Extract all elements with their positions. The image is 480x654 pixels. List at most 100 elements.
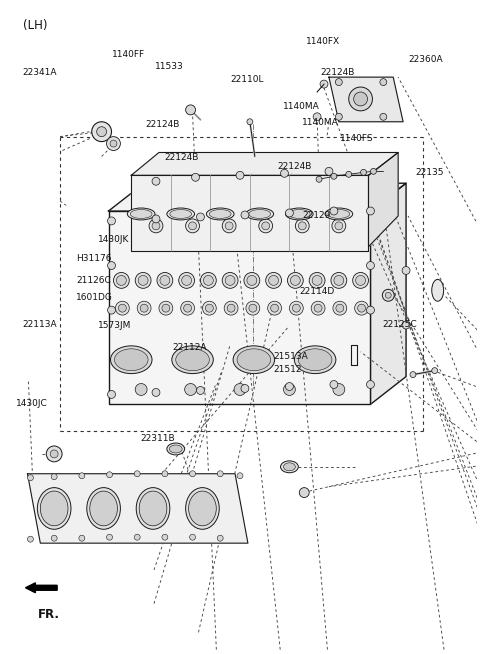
- Circle shape: [108, 390, 116, 398]
- Circle shape: [160, 275, 170, 285]
- Ellipse shape: [37, 488, 71, 529]
- Circle shape: [108, 306, 116, 314]
- Circle shape: [119, 304, 126, 312]
- Circle shape: [330, 381, 338, 388]
- Circle shape: [354, 92, 368, 106]
- Circle shape: [205, 304, 213, 312]
- Ellipse shape: [280, 461, 298, 473]
- Circle shape: [268, 301, 281, 315]
- Circle shape: [385, 292, 391, 298]
- Circle shape: [236, 171, 244, 179]
- Circle shape: [162, 534, 168, 540]
- Text: 1140MA: 1140MA: [301, 118, 338, 128]
- Circle shape: [225, 222, 233, 230]
- Text: 22360A: 22360A: [408, 56, 443, 64]
- Circle shape: [286, 209, 293, 217]
- Text: 1140FF: 1140FF: [112, 50, 145, 59]
- Circle shape: [316, 177, 322, 182]
- Circle shape: [355, 301, 369, 315]
- Text: 1140MA: 1140MA: [283, 102, 320, 111]
- Circle shape: [140, 304, 148, 312]
- Circle shape: [222, 273, 238, 288]
- Ellipse shape: [186, 488, 219, 529]
- Circle shape: [367, 306, 374, 314]
- Circle shape: [182, 275, 192, 285]
- Circle shape: [284, 383, 295, 396]
- Circle shape: [184, 304, 192, 312]
- Circle shape: [330, 207, 338, 215]
- Circle shape: [286, 383, 293, 390]
- Circle shape: [225, 275, 235, 285]
- Ellipse shape: [172, 346, 213, 373]
- Circle shape: [108, 217, 116, 225]
- Circle shape: [27, 475, 34, 481]
- Circle shape: [159, 301, 173, 315]
- Circle shape: [189, 222, 196, 230]
- Circle shape: [262, 222, 270, 230]
- Circle shape: [241, 385, 249, 392]
- Text: 22129: 22129: [302, 211, 331, 220]
- Circle shape: [247, 275, 257, 285]
- Ellipse shape: [40, 491, 68, 526]
- Circle shape: [402, 267, 410, 275]
- Ellipse shape: [328, 209, 350, 218]
- Circle shape: [298, 222, 306, 230]
- Text: H31176: H31176: [76, 254, 112, 263]
- Circle shape: [138, 275, 148, 285]
- Circle shape: [234, 383, 246, 396]
- Circle shape: [162, 304, 170, 312]
- Text: 22341A: 22341A: [23, 67, 57, 77]
- Circle shape: [356, 275, 366, 285]
- Circle shape: [314, 304, 322, 312]
- Circle shape: [50, 450, 58, 458]
- Circle shape: [110, 140, 117, 147]
- Circle shape: [246, 301, 260, 315]
- Circle shape: [180, 301, 194, 315]
- Text: 22311B: 22311B: [140, 434, 175, 443]
- Circle shape: [271, 304, 278, 312]
- Circle shape: [152, 215, 160, 223]
- Ellipse shape: [139, 491, 167, 526]
- Circle shape: [107, 472, 112, 477]
- Circle shape: [92, 122, 111, 141]
- Polygon shape: [108, 211, 371, 404]
- Circle shape: [152, 222, 160, 230]
- Circle shape: [312, 275, 322, 285]
- Circle shape: [113, 273, 129, 288]
- Text: 22124B: 22124B: [277, 162, 312, 171]
- Circle shape: [360, 169, 367, 175]
- Circle shape: [367, 262, 374, 269]
- Ellipse shape: [298, 349, 332, 371]
- Circle shape: [157, 273, 173, 288]
- Circle shape: [336, 304, 344, 312]
- Text: 21512: 21512: [273, 366, 302, 374]
- Circle shape: [295, 219, 309, 233]
- Circle shape: [190, 534, 195, 540]
- Circle shape: [346, 171, 352, 177]
- Ellipse shape: [169, 445, 182, 453]
- Ellipse shape: [284, 463, 295, 471]
- Circle shape: [162, 471, 168, 477]
- Circle shape: [117, 275, 126, 285]
- Text: (LH): (LH): [23, 19, 47, 32]
- Circle shape: [46, 446, 62, 462]
- Circle shape: [27, 536, 34, 542]
- Circle shape: [79, 535, 85, 541]
- Circle shape: [241, 211, 249, 219]
- Ellipse shape: [170, 209, 192, 218]
- Circle shape: [367, 207, 374, 215]
- Circle shape: [247, 119, 253, 125]
- Circle shape: [222, 219, 236, 233]
- Ellipse shape: [189, 491, 216, 526]
- Circle shape: [79, 473, 85, 479]
- Text: 22113A: 22113A: [23, 320, 57, 329]
- Text: 22112A: 22112A: [173, 343, 207, 353]
- Circle shape: [108, 262, 116, 269]
- Circle shape: [244, 273, 260, 288]
- Circle shape: [309, 273, 325, 288]
- Text: 22125C: 22125C: [383, 320, 417, 329]
- Circle shape: [185, 383, 196, 396]
- Ellipse shape: [110, 346, 152, 373]
- FancyArrow shape: [25, 583, 57, 593]
- Circle shape: [410, 371, 416, 377]
